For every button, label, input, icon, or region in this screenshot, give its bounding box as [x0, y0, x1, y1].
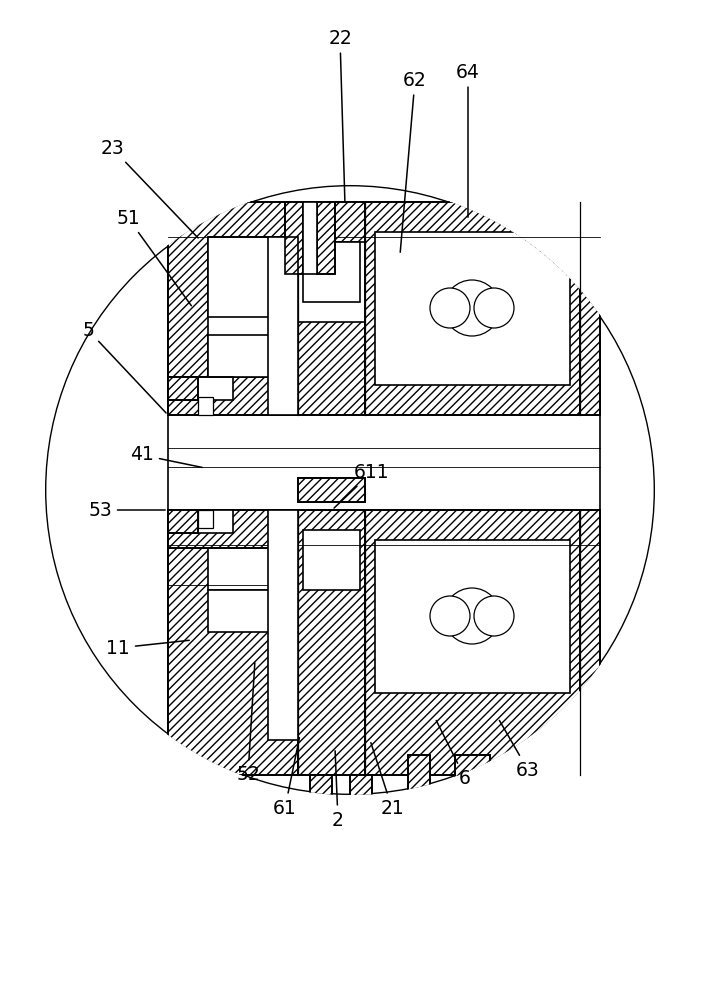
Text: 63: 63 [499, 720, 540, 780]
Bar [365, 202, 580, 415]
Bar [375, 540, 570, 693]
Text: 6: 6 [436, 720, 471, 788]
Bar [208, 237, 288, 380]
Bar [168, 377, 198, 400]
Bar [303, 202, 317, 274]
Bar [168, 510, 600, 775]
Bar [268, 237, 298, 415]
Bar [317, 202, 335, 274]
Bar [168, 202, 600, 415]
Bar [285, 202, 303, 274]
Text: 53: 53 [88, 500, 165, 520]
Bar [208, 335, 288, 377]
Text: 21: 21 [371, 743, 404, 818]
Text: 2: 2 [332, 751, 344, 830]
Bar [455, 755, 490, 790]
Circle shape [430, 596, 470, 636]
Bar [580, 202, 600, 415]
Text: 64: 64 [456, 62, 480, 217]
Bar [365, 510, 580, 775]
Circle shape [45, 185, 655, 795]
Bar [168, 510, 198, 533]
Bar [298, 478, 365, 502]
Bar [168, 377, 198, 400]
Circle shape [474, 288, 514, 328]
Bar [455, 755, 490, 790]
Bar [298, 478, 365, 502]
Bar [375, 232, 570, 385]
Bar [580, 510, 600, 775]
Bar [208, 510, 288, 590]
Bar [303, 242, 360, 302]
Text: 51: 51 [116, 209, 191, 306]
Bar [208, 237, 288, 317]
Text: 62: 62 [400, 70, 427, 252]
Text: 41: 41 [130, 446, 203, 467]
Bar [168, 415, 600, 510]
Bar [168, 202, 298, 415]
Bar [298, 202, 365, 415]
Bar [350, 775, 372, 803]
Bar [198, 397, 213, 415]
Bar [208, 590, 288, 632]
Bar [168, 377, 298, 415]
Bar [168, 377, 233, 400]
Text: 52: 52 [236, 663, 260, 784]
Bar [298, 202, 365, 415]
Bar [168, 202, 298, 415]
Bar [408, 755, 430, 803]
Bar [365, 510, 580, 775]
Bar [298, 510, 365, 775]
Bar [268, 510, 298, 740]
Bar [303, 530, 360, 590]
Circle shape [430, 288, 470, 328]
Bar [168, 510, 233, 533]
Bar [580, 510, 600, 775]
Bar [365, 202, 580, 415]
Bar [298, 242, 365, 322]
Circle shape [474, 596, 514, 636]
Bar [580, 202, 600, 415]
Bar [168, 510, 600, 775]
Bar [310, 775, 332, 803]
Bar [168, 510, 198, 533]
Text: 611: 611 [334, 462, 390, 508]
Bar [168, 510, 298, 548]
Bar [298, 478, 365, 502]
Text: 11: 11 [106, 639, 189, 658]
Bar [317, 202, 335, 274]
Bar [168, 510, 298, 548]
Bar [285, 202, 303, 274]
Bar [298, 510, 365, 775]
Bar [408, 755, 430, 803]
Text: 5: 5 [82, 320, 166, 413]
Text: 23: 23 [100, 138, 198, 238]
Bar [168, 377, 298, 415]
Bar [168, 510, 298, 775]
Text: 61: 61 [273, 738, 299, 818]
Text: 22: 22 [328, 28, 352, 202]
Bar [168, 202, 600, 415]
Bar [168, 510, 298, 775]
Bar [350, 775, 372, 803]
Bar [198, 510, 213, 528]
Bar [310, 775, 332, 803]
